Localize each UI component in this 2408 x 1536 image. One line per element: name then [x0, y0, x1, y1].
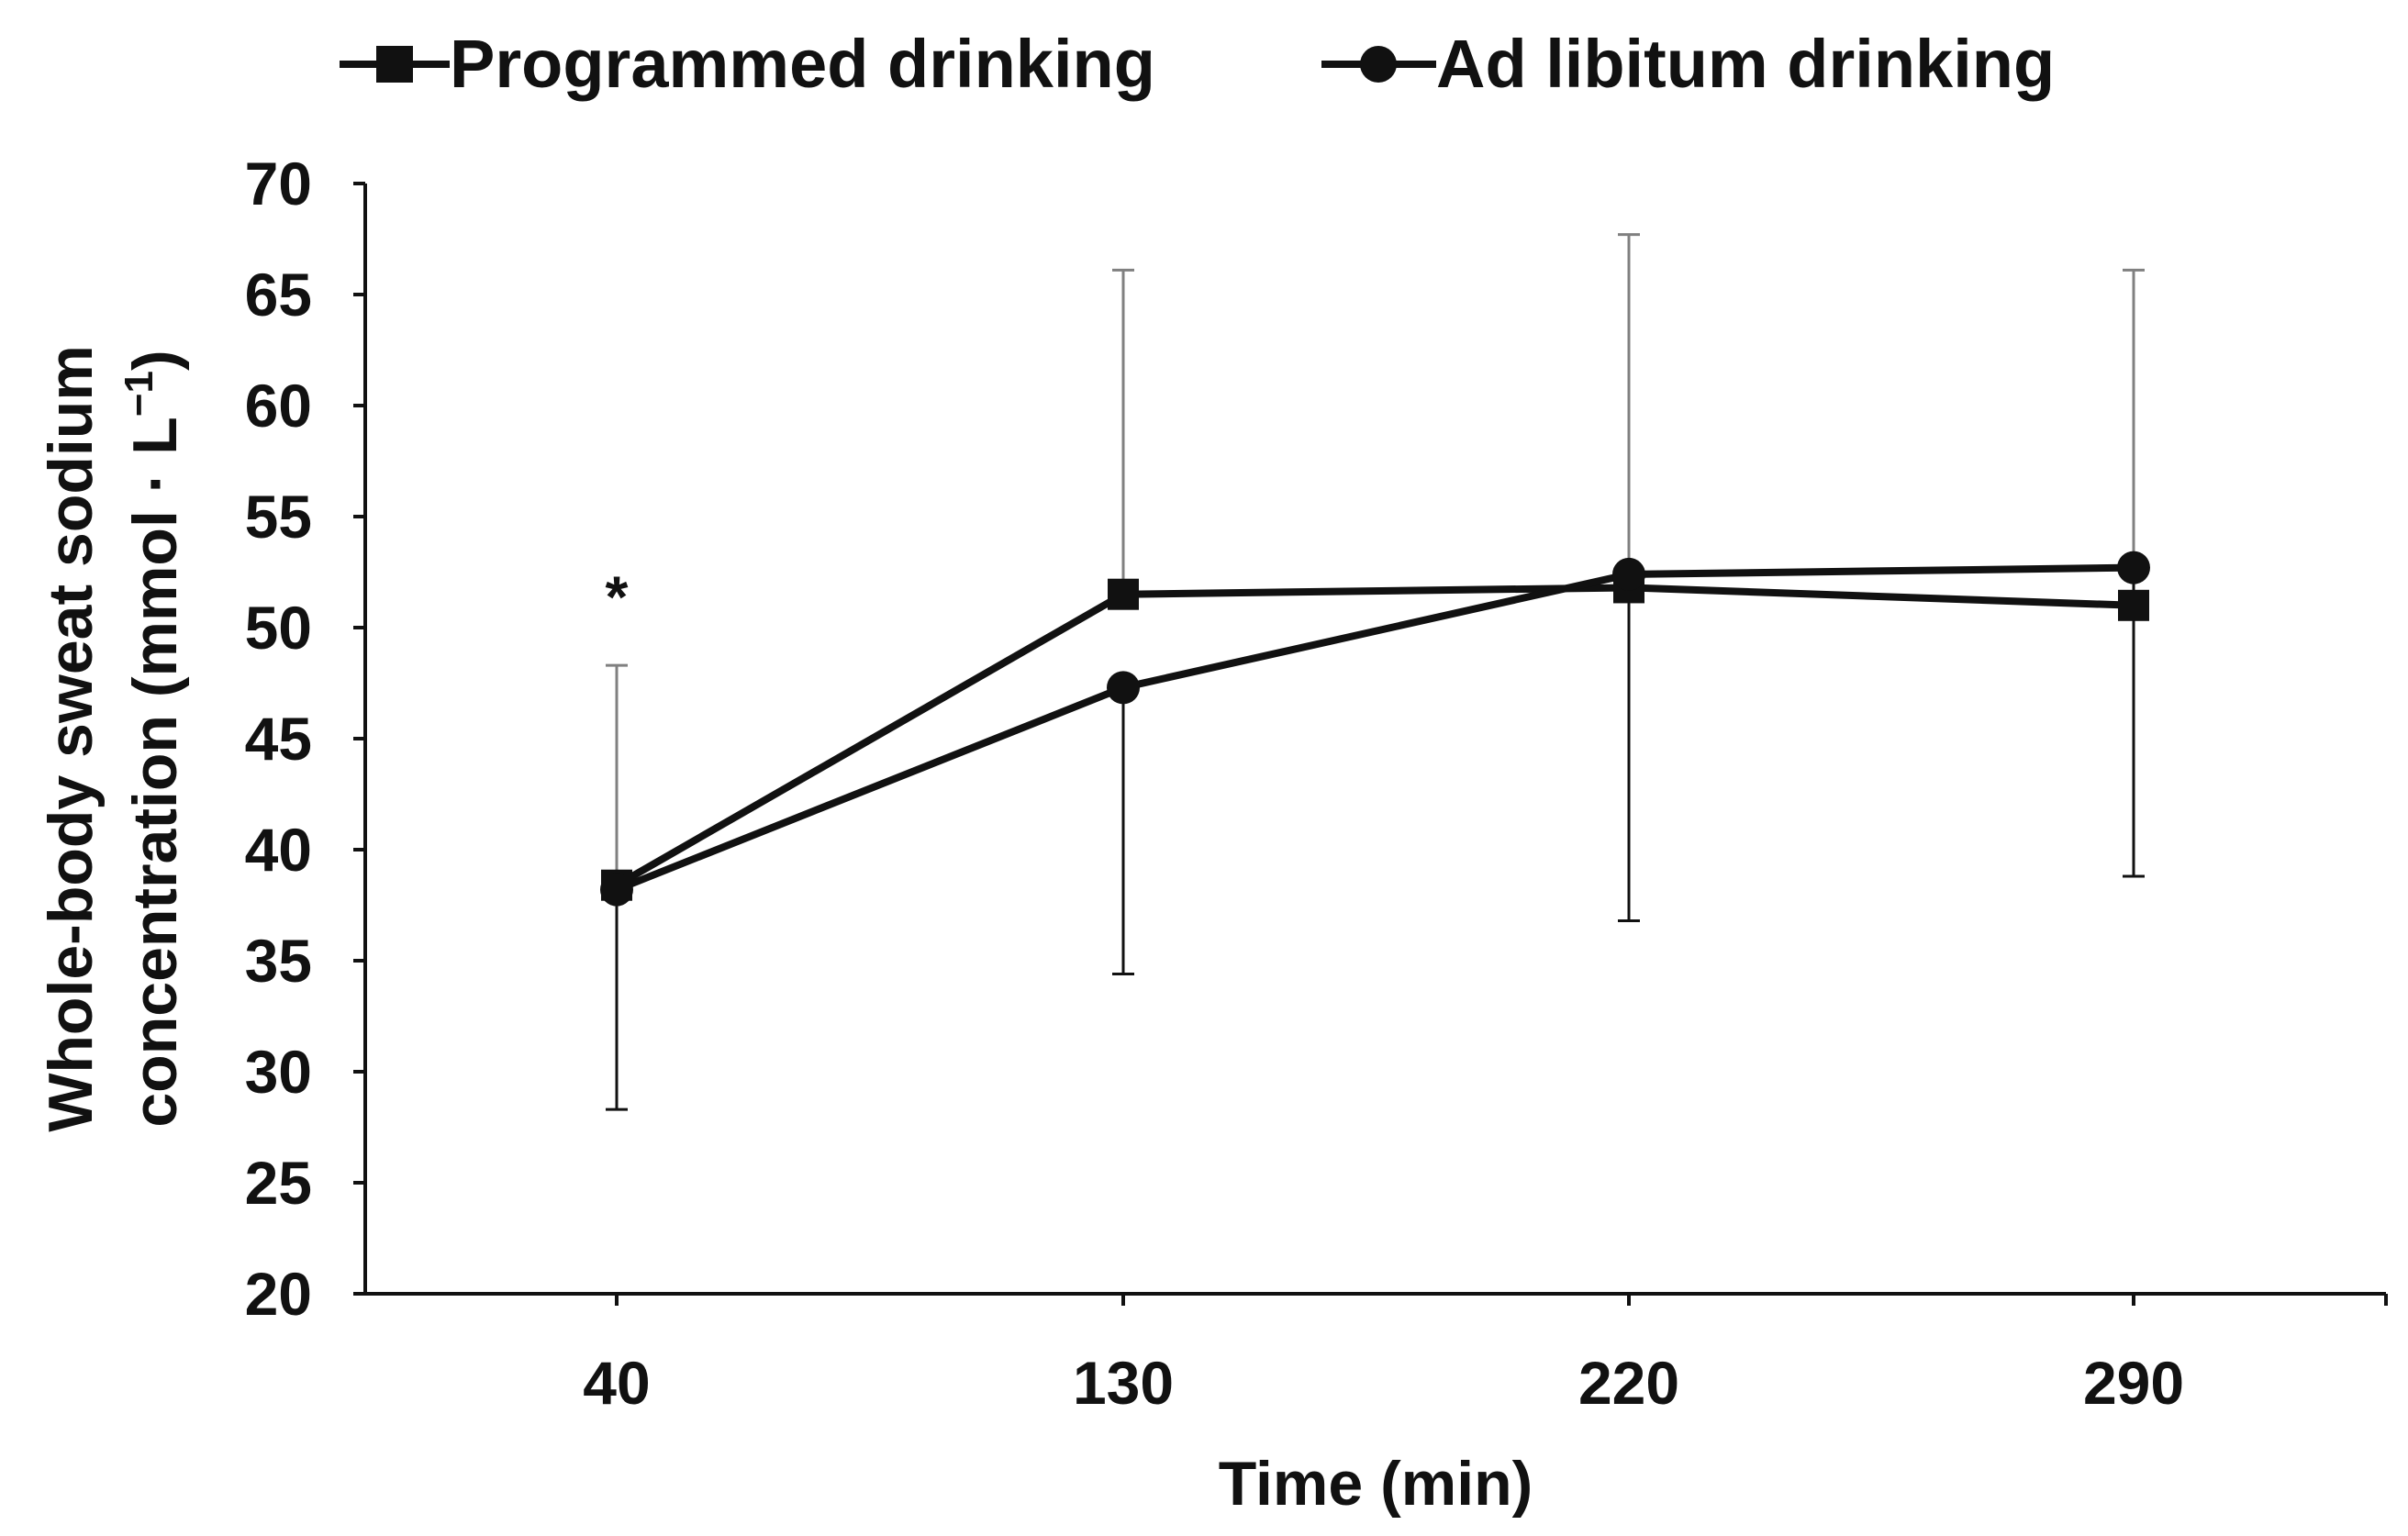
y-axis-title-line2: concentration (mmol · L−1): [117, 350, 190, 1127]
y-tick-label: 20: [245, 1260, 312, 1328]
series-line-programmed: [615, 584, 2135, 889]
annotations: *: [606, 564, 629, 630]
series-lines: [615, 563, 2135, 894]
y-tick-label: 35: [245, 927, 312, 995]
data-point-adlibitum: [1612, 557, 1645, 591]
y-tick-label: 50: [245, 594, 312, 662]
x-tick-label: 40: [583, 1349, 650, 1417]
legend-marker-circle: [1360, 46, 1397, 83]
y-tick-label: 25: [245, 1149, 312, 1217]
x-tick-label: 220: [1578, 1349, 1679, 1417]
y-tick-label: 70: [245, 150, 312, 217]
legend-label-programmed: Programmed drinking: [450, 26, 1155, 102]
y-tick-label: 45: [245, 705, 312, 773]
y-axis-title-superscript: −1: [117, 371, 162, 417]
y-tick-label: 65: [245, 261, 312, 328]
y-tick-label: 60: [245, 372, 312, 440]
y-axis-title-line1: Whole-body sweat sodium: [36, 345, 106, 1132]
data-point-programmed: [1108, 578, 1139, 610]
data-point-adlibitum: [1107, 671, 1140, 705]
data-point-adlibitum: [600, 873, 633, 907]
data-points: [600, 551, 2150, 907]
x-axis-title: Time (min): [1219, 1449, 1533, 1519]
legend: Programmed drinking Ad libitum drinking: [340, 26, 2055, 102]
x-tick-label: 130: [1073, 1349, 1174, 1417]
data-point-adlibitum: [2117, 551, 2150, 584]
legend-item-programmed: Programmed drinking: [340, 26, 1155, 102]
data-point-programmed: [2118, 589, 2149, 621]
y-tick-label: 30: [245, 1038, 312, 1106]
y-tick-label: 40: [245, 816, 312, 884]
y-tick-label: 55: [245, 483, 312, 551]
series-line-adlibitum: [615, 563, 2135, 894]
legend-label-adlibitum: Ad libitum drinking: [1436, 26, 2055, 102]
legend-marker-square: [376, 46, 413, 83]
significance-asterisk: *: [606, 564, 629, 630]
x-ticks: 40 130 220 290: [583, 1294, 2388, 1417]
legend-item-adlibitum: Ad libitum drinking: [1321, 26, 2055, 102]
y-axis-title-unit: concentration (mmol · L: [120, 417, 190, 1127]
error-bars: [606, 233, 2145, 1111]
y-axis-title-close: ): [120, 350, 190, 371]
y-ticks: 20 25 30 35 40 45 50 55 60 65 70: [245, 150, 365, 1328]
x-tick-label: 290: [2083, 1349, 2184, 1417]
